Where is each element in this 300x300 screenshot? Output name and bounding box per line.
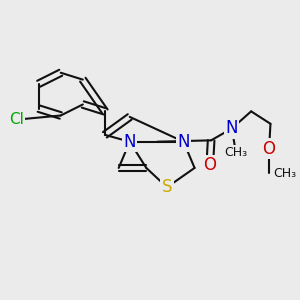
Text: O: O: [262, 140, 276, 158]
Text: Cl: Cl: [9, 112, 24, 127]
Text: CH₃: CH₃: [273, 167, 296, 180]
Text: N: N: [124, 133, 136, 151]
Text: N: N: [177, 133, 190, 151]
Text: S: S: [162, 178, 172, 196]
Text: CH₃: CH₃: [224, 146, 248, 159]
Text: O: O: [203, 156, 216, 174]
Text: N: N: [226, 119, 238, 137]
